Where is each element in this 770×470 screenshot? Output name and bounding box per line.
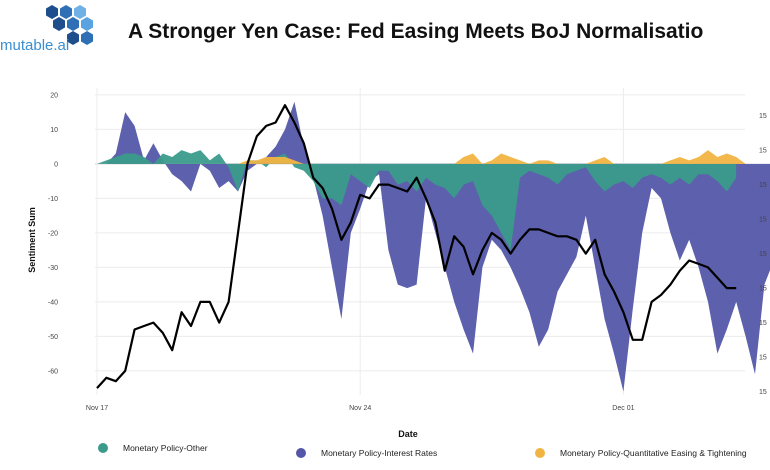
y-tick-label: -10 bbox=[48, 196, 58, 203]
chart-title: A Stronger Yen Case: Fed Easing Meets Bo… bbox=[128, 20, 704, 43]
area-series-0 bbox=[97, 150, 737, 251]
y-tick-label: -40 bbox=[48, 299, 58, 306]
right-axis-tick-label: 15 bbox=[759, 355, 767, 362]
y-tick-label: -30 bbox=[48, 265, 58, 272]
right-axis-tick-label: 15 bbox=[759, 320, 767, 327]
right-axis-tick-label: 15 bbox=[759, 389, 767, 396]
x-axis-label: Date bbox=[398, 429, 418, 439]
y-tick-label: 10 bbox=[50, 127, 58, 134]
x-tick-label: Dec 01 bbox=[612, 405, 634, 412]
logo-text: mutable.ai bbox=[0, 37, 70, 54]
x-tick-label: Nov 17 bbox=[86, 405, 108, 412]
x-tick-label: Nov 24 bbox=[349, 405, 371, 412]
legend-label: Monetary Policy-Interest Rates bbox=[321, 448, 437, 458]
legend-label: Monetary Policy-Other bbox=[123, 443, 208, 453]
legend-label: Monetary Policy-Quantitative Easing & Ti… bbox=[560, 448, 747, 458]
right-axis-tick-label: 15 bbox=[759, 113, 767, 120]
area-series-2 bbox=[97, 150, 755, 164]
legend-marker bbox=[296, 448, 306, 458]
right-axis-tick-label: 15 bbox=[759, 217, 767, 224]
y-tick-label: -20 bbox=[48, 230, 58, 237]
legend-marker bbox=[535, 448, 545, 458]
right-axis-tick-label: 15 bbox=[759, 182, 767, 189]
line-series bbox=[96, 104, 737, 389]
right-axis-tick-label: 15 bbox=[759, 286, 767, 293]
legend-marker bbox=[98, 443, 108, 453]
right-axis-tick-label: 15 bbox=[759, 148, 767, 155]
right-axis-tick-label: 15 bbox=[759, 251, 767, 258]
y-tick-label: -60 bbox=[48, 368, 58, 375]
hexagon-cluster-logo bbox=[46, 5, 93, 45]
y-tick-label: 0 bbox=[54, 161, 58, 168]
y-tick-label: -50 bbox=[48, 334, 58, 341]
y-tick-label: 20 bbox=[50, 92, 58, 99]
y-axis-label: Sentiment Sum bbox=[27, 207, 37, 273]
